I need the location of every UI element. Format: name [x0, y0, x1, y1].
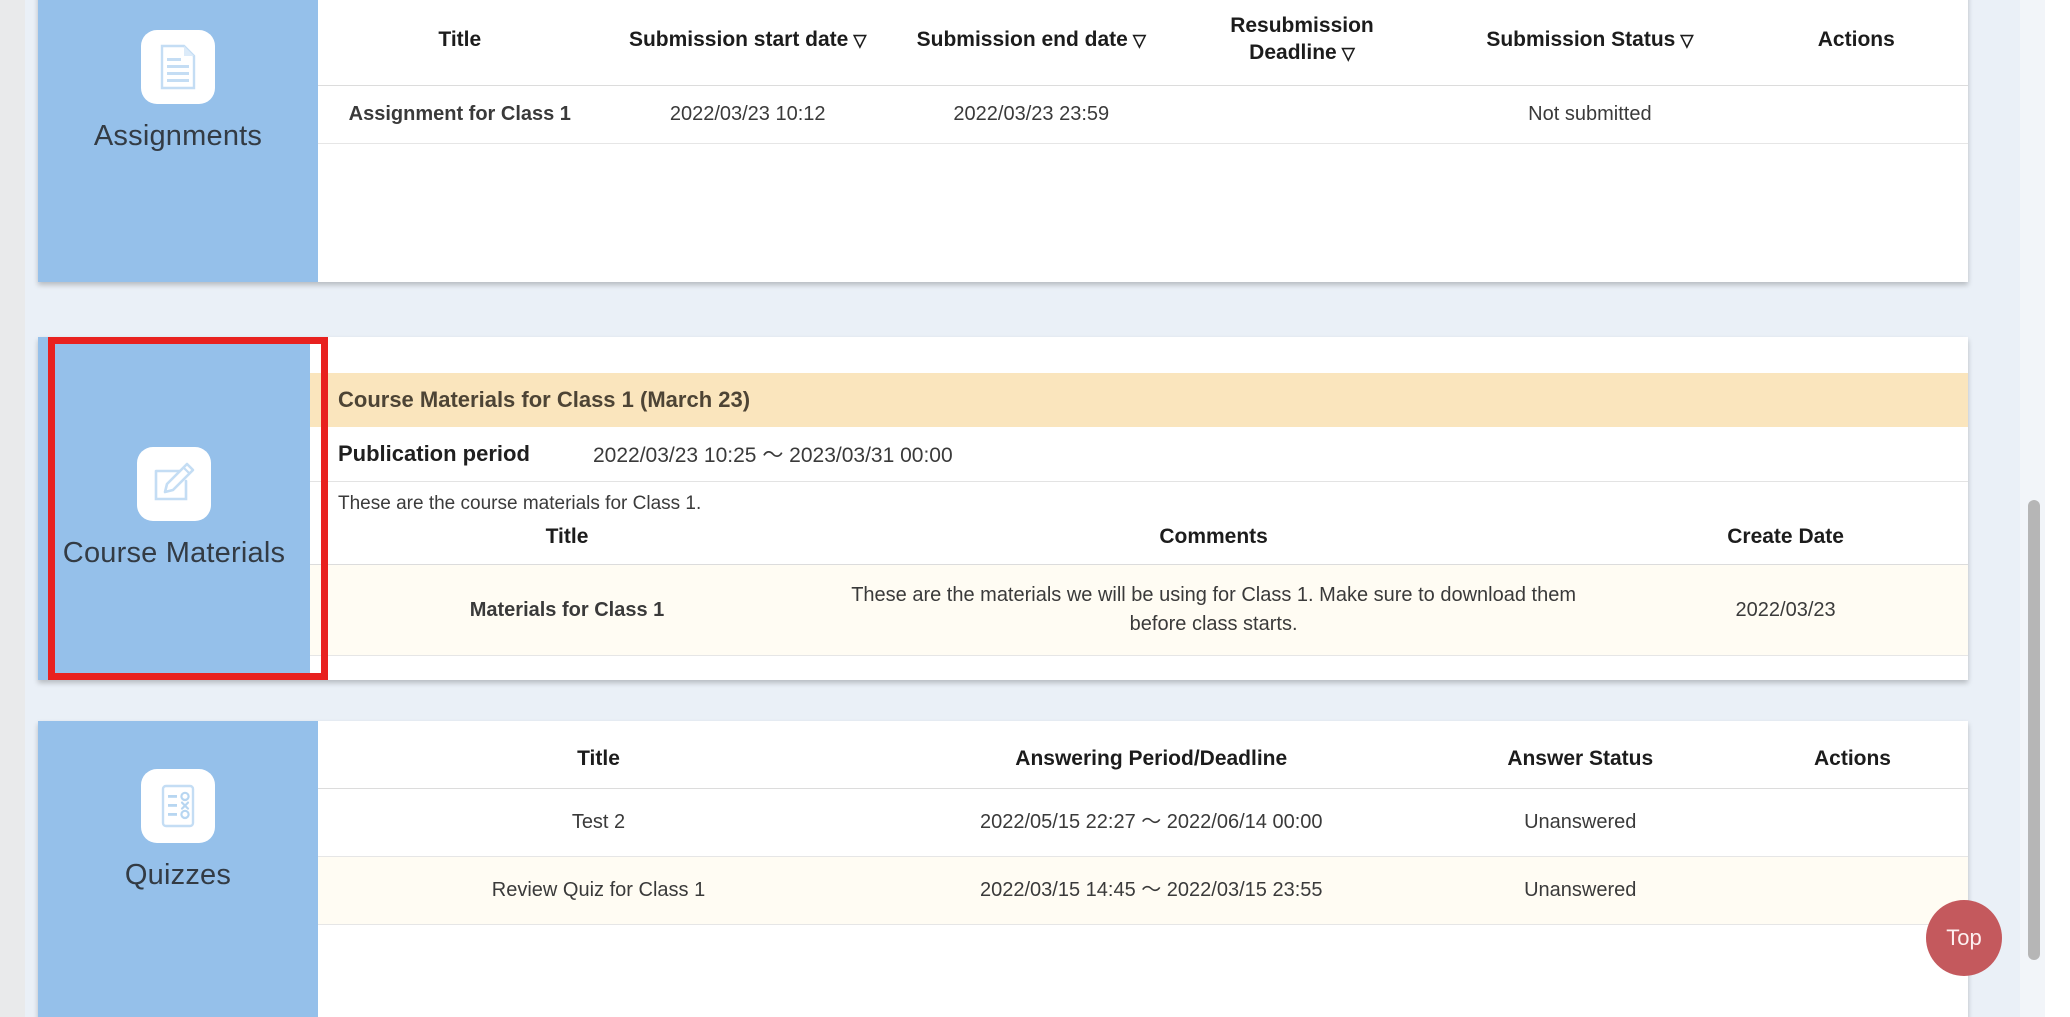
left-gutter — [0, 0, 25, 1017]
column-header-resubmission-deadline[interactable]: Resubmission Deadline ▽ — [1169, 0, 1435, 85]
assignments-table: Title Submission start date ▽ Submission … — [318, 0, 1968, 144]
publication-period-value: 2022/03/23 10:25 〜 2023/03/31 00:00 — [593, 444, 953, 467]
sort-caret-icon[interactable]: ▽ — [1132, 30, 1146, 50]
publication-period-label: Publication period — [338, 441, 530, 466]
sidebar-tile-assignments[interactable]: Assignments — [38, 0, 318, 282]
quizzes-header-row: Title Answering Period/Deadline Answer S… — [318, 721, 1968, 789]
sidebar-tile-quizzes[interactable]: Quizzes — [38, 721, 318, 1017]
page-canvas: Assignments Title Submission start date ▽… — [25, 0, 2045, 1017]
cell-end-date: 2022/03/23 23:59 — [953, 102, 1110, 125]
cell-actions[interactable] — [1737, 789, 1968, 857]
header-label: Actions — [1817, 27, 1895, 51]
section-course-materials: Course Materials Course Materials for Cl… — [38, 337, 1968, 680]
table-row[interactable]: Review Quiz for Class 1 2022/03/15 14:45… — [318, 856, 1968, 925]
vertical-scrollbar-thumb[interactable] — [2028, 500, 2040, 960]
header-label: Answering Period/Deadline — [1015, 747, 1288, 770]
sidebar-tile-course-materials[interactable]: Course Materials — [38, 337, 310, 680]
column-header-title: Title — [310, 519, 824, 565]
assignments-header-row: Title Submission start date ▽ Submission … — [318, 0, 1968, 86]
tile-label-assignments: Assignments — [93, 120, 263, 152]
cell-period: 2022/03/15 14:45 〜 2022/03/15 23:55 — [979, 879, 1323, 902]
quizzes-table: Title Answering Period/Deadline Answer S… — [318, 721, 1968, 925]
column-header-answering-period: Answering Period/Deadline — [879, 721, 1424, 789]
course-materials-description: These are the course materials for Class… — [338, 493, 702, 514]
header-label: Answer Status — [1507, 747, 1654, 770]
section-quizzes: Quizzes Title Answering Period/Deadline … — [38, 721, 1968, 1017]
cell-actions[interactable] — [1745, 85, 1968, 143]
header-label: Actions — [1813, 747, 1891, 770]
cell-submission-status: Not submitted — [1528, 102, 1652, 125]
column-header-actions: Actions — [1745, 0, 1968, 85]
cell-title[interactable]: Test 2 — [571, 811, 626, 834]
header-label: Title — [577, 747, 620, 770]
column-header-submission-status[interactable]: Submission Status ▽ — [1435, 0, 1744, 85]
sort-caret-icon[interactable]: ▽ — [1680, 30, 1694, 50]
sort-caret-icon[interactable]: ▽ — [1341, 44, 1355, 64]
table-row[interactable]: Test 2 2022/05/15 22:27 〜 2022/06/14 00:… — [318, 789, 1968, 857]
scroll-to-top-button[interactable]: Top — [1926, 900, 2002, 976]
column-header-answer-status: Answer Status — [1424, 721, 1738, 789]
header-label: Submission start date — [628, 27, 849, 51]
vertical-scrollbar-track[interactable] — [2020, 0, 2045, 1017]
column-header-actions: Actions — [1737, 721, 1968, 789]
tile-label-course-materials: Course Materials — [62, 537, 286, 569]
cell-title[interactable]: Review Quiz for Class 1 — [491, 879, 706, 902]
column-header-title: Title — [318, 0, 602, 85]
cell-title[interactable]: Materials for Class 1 — [469, 598, 665, 621]
column-header-create-date: Create Date — [1603, 519, 1968, 565]
course-materials-banner-title: Course Materials for Class 1 (March 23) — [310, 373, 1968, 427]
header-label: Title — [545, 525, 589, 548]
publication-period-row: Publication period 2022/03/23 10:25 〜 20… — [310, 427, 1968, 482]
cell-period: 2022/05/15 22:27 〜 2022/06/14 00:00 — [979, 811, 1323, 834]
column-header-title: Title — [318, 721, 879, 789]
cell-start-date: 2022/03/23 10:12 — [669, 102, 826, 125]
course-materials-header-row: Title Comments Create Date — [310, 519, 1968, 565]
section-assignments: Assignments Title Submission start date ▽… — [38, 0, 1968, 282]
course-materials-table: Title Comments Create Date Materials for… — [310, 519, 1968, 656]
table-row[interactable]: Materials for Class 1 These are the mate… — [310, 564, 1968, 656]
header-label: Title — [438, 27, 482, 51]
edit-pencil-icon — [137, 447, 211, 521]
document-icon — [141, 30, 215, 104]
sort-caret-icon[interactable]: ▽ — [853, 30, 867, 50]
cell-resubmission-deadline — [1169, 85, 1435, 143]
cell-comments: These are the materials we will be using… — [851, 584, 1576, 636]
column-header-comments: Comments — [824, 519, 1603, 565]
column-header-submission-start-date[interactable]: Submission start date ▽ — [602, 0, 894, 85]
header-label: Comments — [1159, 525, 1268, 548]
header-label: Create Date — [1727, 525, 1844, 548]
header-label: Submission end date — [916, 27, 1128, 51]
cell-answer-status: Unanswered — [1524, 811, 1637, 834]
course-materials-panel: Course Materials for Class 1 (March 23) … — [310, 337, 1968, 680]
cell-answer-status: Unanswered — [1524, 879, 1637, 902]
cell-create-date: 2022/03/23 — [1735, 598, 1836, 621]
cell-title[interactable]: Assignment for Class 1 — [348, 102, 571, 125]
header-label: Submission Status — [1486, 27, 1676, 51]
checklist-icon — [141, 769, 215, 843]
quizzes-panel: Title Answering Period/Deadline Answer S… — [318, 721, 1968, 1017]
tile-label-quizzes: Quizzes — [124, 859, 232, 891]
column-header-submission-end-date[interactable]: Submission end date ▽ — [894, 0, 1169, 85]
assignments-panel: Title Submission start date ▽ Submission … — [318, 0, 1968, 282]
table-row[interactable]: Assignment for Class 1 2022/03/23 10:12 … — [318, 85, 1968, 144]
header-label: Resubmission Deadline — [1230, 14, 1374, 65]
